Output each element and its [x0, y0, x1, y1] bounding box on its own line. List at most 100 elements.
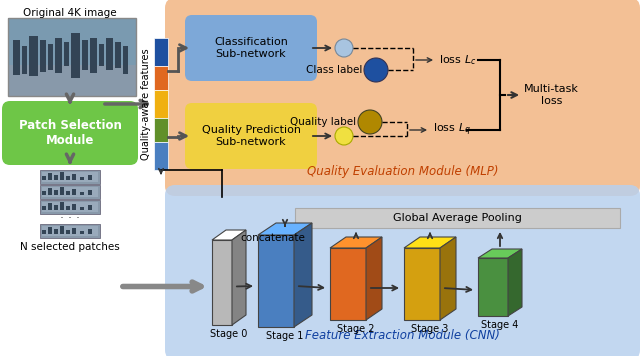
Text: N selected patches: N selected patches — [20, 242, 120, 252]
Bar — [154, 90, 168, 118]
Bar — [80, 231, 84, 234]
Text: Multi-task
loss: Multi-task loss — [524, 84, 579, 106]
Polygon shape — [258, 223, 312, 235]
Bar — [88, 205, 92, 210]
Bar — [55, 38, 62, 73]
Text: Quality label: Quality label — [290, 117, 356, 127]
Bar — [80, 177, 84, 180]
Circle shape — [335, 39, 353, 57]
Bar — [66, 191, 70, 195]
Bar — [40, 185, 100, 199]
Text: Stage 1: Stage 1 — [266, 331, 304, 341]
Bar — [8, 18, 136, 96]
Bar — [42, 172, 98, 182]
Bar — [72, 204, 76, 210]
Bar — [60, 172, 64, 180]
FancyBboxPatch shape — [2, 101, 138, 165]
Text: loss $L_q$: loss $L_q$ — [433, 122, 471, 138]
Bar — [40, 224, 100, 238]
Bar — [42, 230, 46, 234]
Bar — [42, 202, 98, 212]
Polygon shape — [366, 237, 382, 320]
Bar — [80, 207, 84, 210]
Bar — [48, 227, 52, 234]
Bar — [54, 175, 58, 180]
Bar — [8, 18, 136, 65]
Text: Class label: Class label — [306, 65, 362, 75]
Bar — [54, 190, 58, 195]
Circle shape — [358, 110, 382, 134]
Text: Quality Prediction
Sub-network: Quality Prediction Sub-network — [202, 125, 301, 147]
Bar — [154, 66, 168, 90]
Circle shape — [364, 58, 388, 82]
Text: Quality-aware features: Quality-aware features — [141, 48, 151, 160]
Bar — [48, 188, 52, 195]
Bar — [154, 142, 168, 170]
Bar — [88, 175, 92, 180]
Bar — [42, 206, 46, 210]
Bar — [40, 170, 100, 184]
Bar — [66, 230, 70, 234]
Bar — [88, 190, 92, 195]
Text: Stage 0: Stage 0 — [211, 329, 248, 339]
Text: concatenate: concatenate — [240, 233, 305, 243]
Polygon shape — [258, 235, 294, 327]
Polygon shape — [294, 223, 312, 327]
Polygon shape — [440, 237, 456, 320]
Bar — [54, 205, 58, 210]
Bar — [40, 40, 46, 72]
Bar — [99, 44, 104, 66]
Bar — [66, 176, 70, 180]
Text: Stage 2: Stage 2 — [337, 324, 375, 334]
Text: Global Average Pooling: Global Average Pooling — [393, 213, 522, 223]
Polygon shape — [232, 230, 246, 325]
Bar — [72, 189, 76, 195]
Bar — [48, 173, 52, 180]
Text: · · ·: · · · — [60, 211, 80, 225]
Bar — [48, 44, 53, 70]
FancyBboxPatch shape — [185, 15, 317, 81]
Text: Classification
Sub-network: Classification Sub-network — [214, 37, 288, 59]
Bar — [66, 206, 70, 210]
Polygon shape — [212, 230, 246, 240]
Polygon shape — [508, 249, 522, 316]
Bar — [54, 229, 58, 234]
Polygon shape — [330, 237, 382, 248]
Bar — [8, 65, 136, 96]
Bar — [22, 46, 27, 74]
Bar — [115, 42, 121, 68]
Bar — [123, 46, 128, 74]
Bar — [42, 226, 98, 236]
Bar — [42, 176, 46, 180]
Bar — [60, 202, 64, 210]
Bar — [48, 203, 52, 210]
Bar — [106, 38, 113, 70]
Bar — [80, 192, 84, 195]
Text: loss $L_c$: loss $L_c$ — [439, 53, 476, 67]
Bar — [72, 228, 76, 234]
Polygon shape — [404, 248, 440, 320]
Bar — [42, 191, 46, 195]
Bar — [40, 200, 100, 214]
Bar — [82, 40, 88, 70]
Text: Stage 3: Stage 3 — [412, 324, 449, 334]
Text: Patch Selection
Module: Patch Selection Module — [19, 119, 122, 147]
FancyBboxPatch shape — [185, 103, 317, 169]
Bar — [154, 118, 168, 142]
Polygon shape — [212, 240, 232, 325]
Bar — [88, 229, 92, 234]
Bar — [72, 174, 76, 180]
Bar — [60, 187, 64, 195]
Text: Stage 4: Stage 4 — [481, 320, 518, 330]
Bar — [64, 42, 69, 66]
FancyBboxPatch shape — [165, 185, 640, 356]
Polygon shape — [330, 248, 366, 320]
Bar — [42, 187, 98, 197]
FancyBboxPatch shape — [165, 0, 640, 196]
Polygon shape — [478, 249, 522, 258]
Text: Quality Evaluation Module (MLP): Quality Evaluation Module (MLP) — [307, 165, 499, 178]
Bar — [90, 38, 97, 73]
Bar — [295, 208, 620, 228]
Circle shape — [335, 127, 353, 145]
Bar — [60, 226, 64, 234]
